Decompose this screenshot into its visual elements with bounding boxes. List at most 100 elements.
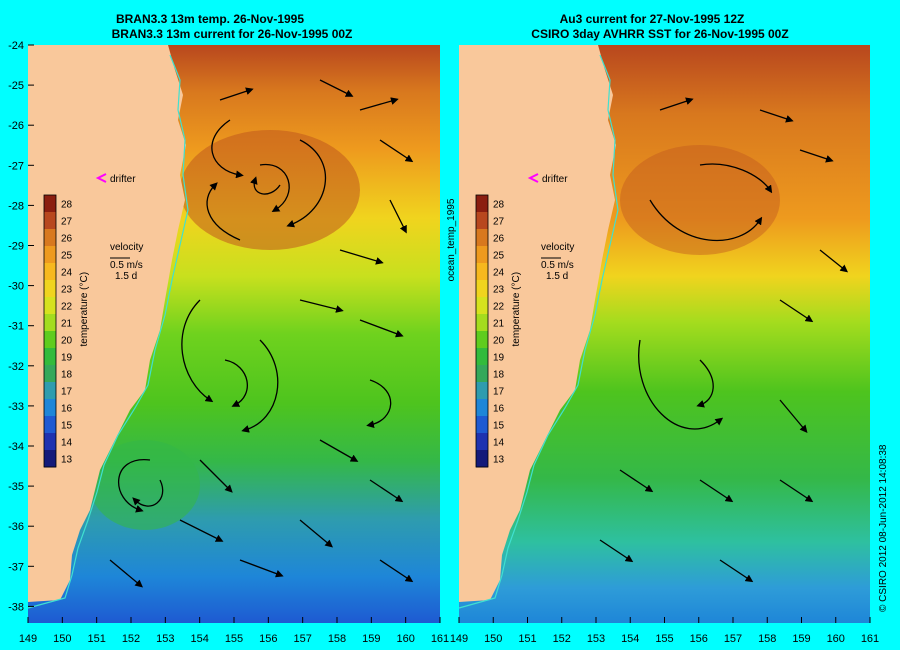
y-tick-label: -32 [8, 361, 24, 373]
colorbar-tick-label: 28 [493, 200, 505, 211]
colorbar-tick-label: 15 [493, 421, 505, 432]
colorbar-swatch [44, 331, 56, 349]
colorbar-swatch [476, 365, 488, 383]
drifter-marker-icon [95, 173, 107, 183]
velocity-duration: 1.5 d [115, 271, 137, 282]
x-tick-label: 155 [225, 633, 243, 645]
x-tick-label: 157 [724, 633, 742, 645]
colorbar-tick-label: 25 [61, 251, 73, 262]
colorbar-outline [475, 194, 489, 468]
drifter-label: drifter [110, 174, 136, 185]
y-tick-label: -30 [8, 281, 24, 293]
colorbar-swatch [44, 212, 56, 230]
x-tick-label: 151 [87, 633, 105, 645]
left-title-line2: BRAN3.3 13m current for 26-Nov-1995 00Z [112, 27, 353, 41]
right-legend: drifter velocity 0.5 m/s 1.5 d [527, 173, 574, 282]
colorbar-tick-label: 24 [493, 268, 505, 279]
left-current-vectors [109, 79, 414, 588]
colorbar-swatch [476, 229, 488, 247]
x-tick-label: 150 [484, 633, 502, 645]
colorbar-swatch [476, 263, 488, 281]
x-tick-label: 161 [861, 633, 879, 645]
velocity-speed: 0.5 m/s [110, 260, 143, 271]
x-tick-label: 160 [827, 633, 845, 645]
y-axis-latitude: -24 -25 -26 -27 -28 -29 -30 -31 -32 -33 -34 -35 -36 -… [8, 40, 34, 613]
y-tick-label: -31 [8, 321, 24, 333]
colorbar-swatch [44, 297, 56, 315]
y-tick-label: -25 [8, 80, 24, 92]
x-tick-label: 156 [690, 633, 708, 645]
colorbar-outline [43, 194, 57, 468]
right-warm-eddy [620, 145, 780, 255]
colorbar-swatch [44, 246, 56, 264]
x-tick-label: 152 [122, 633, 140, 645]
colorbar-swatch [44, 450, 56, 468]
x-tick-label: 149 [19, 633, 37, 645]
velocity-duration: 1.5 d [546, 271, 568, 282]
x-tick-label: 156 [259, 633, 277, 645]
colorbar-tick-label: 17 [61, 387, 73, 398]
left-title-line1: BRAN3.3 13m temp. 26-Nov-1995 [116, 12, 304, 26]
left-warm-eddy [180, 130, 360, 250]
colorbar-swatch [476, 348, 488, 366]
x-axis-longitude-left: 149 150 151 152 153 154 155 156 157 158 159 160 161 [19, 617, 449, 645]
colorbar-swatch [476, 280, 488, 298]
colorbar-tick-label: 22 [61, 302, 73, 313]
colorbar-tick-label: 13 [493, 455, 505, 466]
colorbar-tick-label: 20 [493, 336, 505, 347]
x-tick-label: 149 [450, 633, 468, 645]
velocity-label: velocity [110, 242, 143, 253]
colorbar-tick-label: 15 [61, 421, 73, 432]
colorbar-swatch [476, 212, 488, 230]
right-title-line2: CSIRO 3day AVHRR SST for 26-Nov-1995 00Z [531, 27, 788, 41]
colorbar-swatch [476, 314, 488, 332]
colorbar-swatch [476, 331, 488, 349]
colorbar-swatch [476, 399, 488, 417]
colorbar-tick-label: 20 [61, 336, 73, 347]
x-tick-label: 154 [190, 633, 208, 645]
colorbar-swatch [44, 399, 56, 417]
colorbar-swatch [476, 450, 488, 468]
colorbar-swatch [44, 382, 56, 400]
y-tick-label: -35 [8, 481, 24, 493]
right-land [459, 45, 616, 602]
colorbar-tick-label: 19 [61, 353, 73, 364]
colorbar-tick-label: 14 [61, 438, 73, 449]
y-tick-label: -29 [8, 241, 24, 253]
left-legend: drifter velocity 0.5 m/s 1.5 d [95, 173, 143, 282]
right-colorbar: 28 27 26 25 24 23 22 21 20 19 18 17 16 15 14 13 temperat… [475, 194, 522, 468]
x-tick-label: 158 [328, 633, 346, 645]
colorbar-swatch [44, 263, 56, 281]
ocean-temp-vertical-label: ocean_temp_1995 [446, 198, 457, 281]
colorbar-tick-label: 14 [493, 438, 505, 449]
x-tick-label: 152 [553, 633, 571, 645]
colorbar-swatch [476, 297, 488, 315]
colorbar-swatch [44, 195, 56, 213]
colorbar-tick-label: 25 [493, 251, 505, 262]
credit-label: © CSIRO 2012 08-Jun-2012 14:08:38 [878, 444, 889, 612]
right-current-vectors [599, 97, 849, 583]
y-tick-label: -37 [8, 561, 24, 573]
colorbar-axis-label: temperature (°C) [511, 272, 522, 347]
colorbar-tick-label: 16 [493, 404, 505, 415]
colorbar-swatch [476, 382, 488, 400]
right-map-panel [458, 45, 870, 623]
colorbar-swatch [44, 348, 56, 366]
colorbar-tick-label: 13 [61, 455, 73, 466]
colorbar-tick-label: 21 [493, 319, 505, 330]
x-tick-label: 160 [396, 633, 414, 645]
x-tick-label: 154 [621, 633, 639, 645]
colorbar-tick-label: 18 [493, 370, 505, 381]
colorbar-tick-label: 26 [493, 234, 505, 245]
x-tick-label: 153 [156, 633, 174, 645]
colorbar-swatch [476, 195, 488, 213]
x-tick-label: 159 [792, 633, 810, 645]
y-tick-label: -24 [8, 40, 24, 52]
right-title-line1: Au3 current for 27-Nov-1995 12Z [560, 12, 745, 26]
left-colorbar: 28 27 26 25 24 23 22 21 20 19 18 17 16 15 14 13 temperat… [43, 194, 90, 468]
colorbar-swatch [44, 365, 56, 383]
x-tick-label: 158 [758, 633, 776, 645]
colorbar-tick-label: 27 [61, 217, 73, 228]
colorbar-tick-label: 23 [493, 285, 505, 296]
